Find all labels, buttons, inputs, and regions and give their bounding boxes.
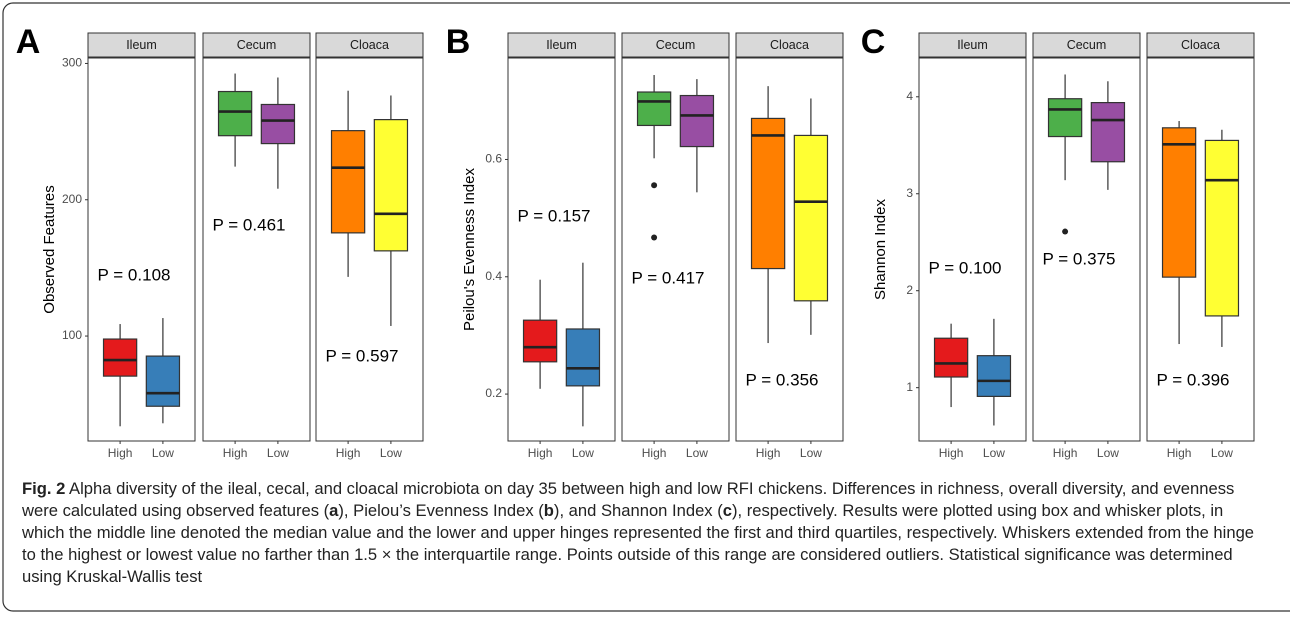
caption-text: ), Pielou’s Evenness Index ( [338,501,544,520]
caption-text: c [722,501,732,520]
box [1161,127,1197,278]
p-value: P = 0.461 [213,215,286,234]
x-tick-label: Low [1211,446,1233,460]
box [976,355,1012,397]
x-tick-label: High [528,446,553,460]
x-tick-label: High [939,446,964,460]
x-tick-label: Low [267,446,289,460]
p-value: P = 0.356 [746,370,819,389]
strip [1032,32,1141,58]
p-value: P = 0.597 [326,346,399,365]
y-tick-label: 0.4 [485,269,502,283]
x-tick-label: Low [380,446,402,460]
strip-label: Ileum [546,38,577,52]
x-tick-label: High [223,446,248,460]
x-tick-label: Low [572,446,594,460]
y-tick-label: 2 [906,283,913,297]
strip-label: Cecum [656,38,696,52]
box [102,338,138,377]
box [373,119,409,252]
strip [918,32,1027,58]
box [636,91,672,127]
x-tick-label: Low [152,446,174,460]
caption-text: Alpha diversity of the ileal, cecal, and… [22,479,1235,520]
panel-letter: A [16,23,41,61]
x-tick-label: High [1167,446,1192,460]
strip [87,32,196,58]
box [750,117,786,270]
p-value: P = 0.100 [929,258,1002,277]
caption: Fig. 2 Alpha diversity of the ileal, cec… [22,478,1267,588]
strip-label: Ileum [957,38,988,52]
x-tick-label: High [336,446,361,460]
y-tick-label: 0.6 [485,152,502,166]
p-value: P = 0.108 [98,265,171,284]
box [330,130,366,234]
y-tick-label: 100 [62,328,82,342]
box [933,337,969,378]
outlier [651,234,658,241]
y-axis-label: Observed Features [41,185,58,313]
y-axis-label: Peilou's Evenness Index [461,168,478,331]
p-value: P = 0.375 [1043,249,1116,268]
facet-panel [507,57,616,442]
y-tick-label: 3 [906,186,913,200]
x-tick-label: Low [1097,446,1119,460]
caption-text: b [543,501,554,520]
strip [315,32,424,58]
panel-letter: B [446,23,471,61]
outlier [651,182,658,189]
strip [1146,32,1255,58]
strip-label: Cloaca [770,38,809,52]
strip [735,32,844,58]
box [679,94,715,148]
box [1204,139,1240,317]
p-value: P = 0.157 [518,206,591,225]
caption-text: a [329,501,339,520]
box [217,90,253,137]
outlier [1062,228,1069,235]
y-tick-label: 300 [62,56,82,70]
strip-label: Cecum [1067,38,1107,52]
box [565,328,601,387]
y-tick-label: 0.2 [485,386,502,400]
y-axis-label: Shannon Index [872,199,889,300]
x-tick-label: High [756,446,781,460]
x-tick-label: High [108,446,133,460]
box [522,319,558,363]
box [145,355,181,407]
x-tick-label: High [1053,446,1078,460]
strip [202,32,311,58]
caption-text: ), respectively. Results were plotted us… [22,501,1255,586]
box [1047,98,1083,138]
x-tick-label: Low [686,446,708,460]
x-tick-label: Low [983,446,1005,460]
strip-label: Cloaca [350,38,389,52]
panel-letter: C [861,23,886,61]
strip [621,32,730,58]
x-tick-label: Low [800,446,822,460]
p-value: P = 0.417 [632,268,705,287]
strip [507,32,616,58]
caption-label: Fig. 2 [22,479,66,498]
caption-text: ), and Shannon Index ( [553,501,723,520]
y-tick-label: 200 [62,192,82,206]
strip-label: Ileum [126,38,157,52]
x-tick-label: High [642,446,667,460]
y-tick-label: 4 [906,89,913,103]
p-value: P = 0.396 [1157,370,1230,389]
strip-label: Cloaca [1181,38,1220,52]
strip-label: Cecum [237,38,277,52]
box [260,103,296,145]
y-tick-label: 1 [906,380,913,394]
box [1090,102,1126,163]
box [793,134,829,302]
